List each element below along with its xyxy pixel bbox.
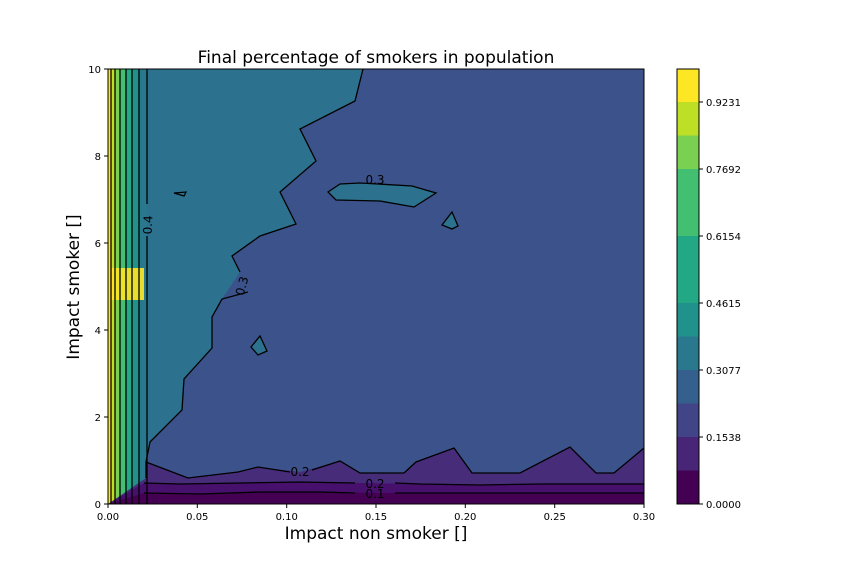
colorbar-tick: 0.7692 [699,165,741,176]
y-tick: 6 [95,239,108,250]
region-level-5 [108,69,363,504]
y-tick: 2 [95,413,108,424]
colorbar-tick: 0.6154 [699,232,741,243]
island-mid [326,182,438,208]
colorbar-bands [677,69,699,504]
contour-label: 0.1 [365,487,384,501]
y-tick: 4 [95,326,108,337]
svg-text:10: 10 [88,65,101,76]
colorbar-tick: 0.9231 [699,98,741,109]
colorbar-ticks: 0.0000 0.1538 0.3077 0.4615 0.6154 0.769… [699,98,741,511]
contour-label: 0.2 [290,465,309,479]
y-axis-label: Impact smoker [] [64,214,84,359]
x-tick: 0.15 [365,504,387,523]
svg-text:0.7692: 0.7692 [706,165,741,176]
colorbar-tick: 0.0000 [699,500,741,511]
island-right [440,210,459,230]
x-tick: 0.10 [276,504,298,523]
svg-text:6: 6 [95,239,101,250]
y-axis: 0 2 4 6 8 10 Impact smoker [] [64,65,108,511]
y-tick: 8 [95,152,108,163]
svg-text:0.0000: 0.0000 [706,500,741,511]
svg-text:0.4615: 0.4615 [706,299,741,310]
x-axis-label: Impact non smoker [] [285,524,468,544]
colorbar-frame [676,68,700,505]
svg-text:0.9231: 0.9231 [706,98,741,109]
svg-text:0.15: 0.15 [365,512,387,523]
y-tick: 0 [95,500,108,511]
svg-text:0.1538: 0.1538 [706,433,741,444]
contour-labels: 0.4 0.3 0.3 0.2 0.2 0.1 [141,173,385,501]
x-tick: 0.30 [633,504,655,523]
x-tick: 0.20 [454,504,476,523]
x-tick: 0.25 [544,504,566,523]
contour-lines [110,69,644,504]
svg-text:0.6154: 0.6154 [706,232,741,243]
svg-text:0.25: 0.25 [544,512,566,523]
svg-text:4: 4 [95,326,101,337]
contour-label: 0.4 [141,215,156,235]
plot-area: 0.4 0.3 0.3 0.2 0.2 0.1 0.00 0.05 0.10 0… [64,65,655,544]
island-left-small [173,191,188,197]
colorbar-tick: 0.3077 [699,366,741,377]
svg-text:0.00: 0.00 [97,512,119,523]
island-lower [250,334,268,356]
svg-text:0: 0 [95,500,101,511]
svg-text:0.30: 0.30 [633,512,655,523]
svg-text:0.20: 0.20 [454,512,476,523]
svg-text:0.05: 0.05 [186,512,208,523]
x-tick: 0.05 [186,504,208,523]
contour-label: 0.2 [365,477,384,491]
svg-text:2: 2 [95,413,101,424]
colorbar-tick: 0.1538 [699,433,741,444]
y-tick: 10 [88,65,108,76]
contour-label: 0.3 [365,173,384,187]
svg-text:0.3077: 0.3077 [706,366,741,377]
colorbar: 0.0000 0.1538 0.3077 0.4615 0.6154 0.769… [676,68,741,511]
svg-text:0.10: 0.10 [276,512,298,523]
x-tick: 0.00 [97,504,119,523]
colorbar-tick: 0.4615 [699,299,741,310]
chart-title: Final percentage of smokers in populatio… [198,48,555,68]
region-level-1 [108,492,644,504]
svg-text:8: 8 [95,152,101,163]
x-axis: 0.00 0.05 0.10 0.15 0.20 0.25 0.30 Impac… [97,504,655,544]
contour-label: 0.3 [233,275,251,297]
